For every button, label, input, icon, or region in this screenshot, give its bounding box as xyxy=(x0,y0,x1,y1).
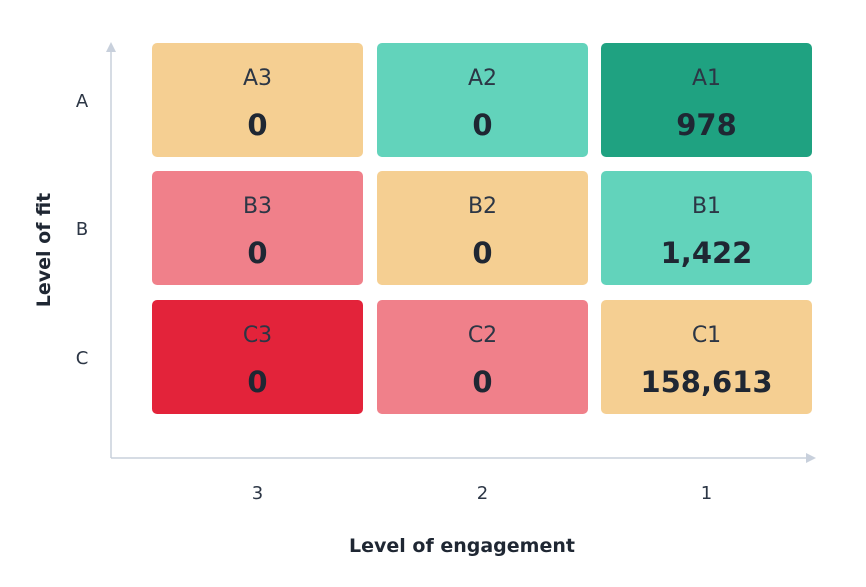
matrix-cell-a2[interactable]: A2 0 xyxy=(377,43,588,157)
y-tick-label-a: A xyxy=(76,91,89,112)
cell-code-label: A2 xyxy=(468,66,497,91)
cell-value-label: 0 xyxy=(472,236,492,270)
axes xyxy=(106,42,816,463)
cell-code-label: B3 xyxy=(243,194,272,219)
cell-background xyxy=(601,171,812,285)
cell-background xyxy=(377,171,588,285)
matrix-cell-c2[interactable]: C2 0 xyxy=(377,300,588,414)
cell-value-label: 158,613 xyxy=(640,365,772,399)
matrix-cells: A3 0 A2 0 A1 978 B3 0 B2 0 B1 1,422 C3 0 C2 0 C1 158,613 xyxy=(152,43,812,414)
cell-background xyxy=(152,43,363,157)
cell-code-label: C1 xyxy=(692,323,721,348)
cell-background xyxy=(152,300,363,414)
cell-value-label: 0 xyxy=(472,365,492,399)
x-axis-title: Level of engagement xyxy=(349,535,575,557)
cell-code-label: B1 xyxy=(692,194,721,219)
matrix-cell-a1[interactable]: A1 978 xyxy=(601,43,812,157)
x-tick-label-3: 3 xyxy=(252,483,263,504)
matrix-cell-b1[interactable]: B1 1,422 xyxy=(601,171,812,285)
matrix-cell-c1[interactable]: C1 158,613 xyxy=(601,300,812,414)
matrix-cell-c3[interactable]: C3 0 xyxy=(152,300,363,414)
cell-code-label: A1 xyxy=(692,66,721,91)
cell-code-label: C3 xyxy=(243,323,272,348)
cell-value-label: 0 xyxy=(247,108,267,142)
cell-value-label: 978 xyxy=(676,108,737,142)
y-axis-title: Level of fit xyxy=(33,193,55,308)
matrix-cell-b3[interactable]: B3 0 xyxy=(152,171,363,285)
y-axis-arrow-icon xyxy=(106,42,116,52)
x-axis-arrow-icon xyxy=(806,453,816,463)
y-tick-label-b: B xyxy=(76,219,88,240)
cell-value-label: 0 xyxy=(472,108,492,142)
cell-code-label: A3 xyxy=(243,66,272,91)
cell-code-label: C2 xyxy=(468,323,497,348)
y-tick-label-c: C xyxy=(76,348,89,369)
x-tick-label-1: 1 xyxy=(701,483,712,504)
cell-background xyxy=(601,300,812,414)
cell-value-label: 1,422 xyxy=(661,236,753,270)
cell-value-label: 0 xyxy=(247,236,267,270)
x-tick-label-2: 2 xyxy=(477,483,488,504)
cell-background xyxy=(601,43,812,157)
cell-background xyxy=(152,171,363,285)
matrix-cell-b2[interactable]: B2 0 xyxy=(377,171,588,285)
cell-background xyxy=(377,300,588,414)
matrix-cell-a3[interactable]: A3 0 xyxy=(152,43,363,157)
cell-code-label: B2 xyxy=(468,194,497,219)
cell-background xyxy=(377,43,588,157)
cell-value-label: 0 xyxy=(247,365,267,399)
